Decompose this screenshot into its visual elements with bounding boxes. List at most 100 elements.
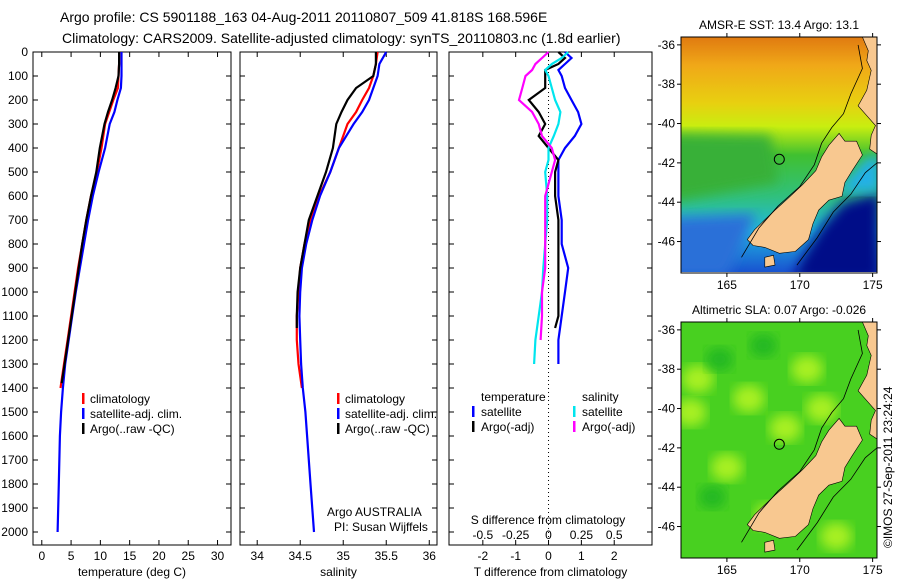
secondary-x-axis-label: S difference from climatology [471, 513, 626, 527]
legend-heading-salinity: salinity [582, 390, 619, 404]
figure-title-line1: Argo profile: CS 5901188_163 04-Aug-2011… [60, 9, 547, 25]
y-tick-label: 200 [8, 93, 28, 107]
legend-label: Argo(-adj) [582, 420, 635, 434]
y-tick-label: 1500 [1, 405, 28, 419]
y-tick-label: 500 [8, 165, 28, 179]
legend-swatch [337, 423, 340, 434]
lon-tick-label: 165 [717, 563, 737, 577]
legend-swatch [82, 408, 85, 419]
y-tick-label: 2000 [1, 525, 28, 539]
x-tick-label: 1 [578, 549, 585, 563]
legend-swatch [573, 421, 576, 432]
sla-high-patch [820, 522, 853, 551]
legend-swatch [337, 408, 340, 419]
x-tick-label: 0 [38, 549, 45, 563]
series-line-argo-raw-qc- [60, 52, 121, 384]
lat-tick-label: -36 [658, 38, 676, 52]
lon-tick-label: 175 [863, 278, 883, 292]
x-tick-label: 2 [611, 549, 618, 563]
lon-tick-label: 170 [790, 563, 810, 577]
x-axis-label: temperature (deg C) [78, 565, 186, 579]
land-south-island [746, 132, 863, 254]
y-tick-label: 1600 [1, 429, 28, 443]
plot-frame [239, 51, 438, 546]
x-tick-label: 30 [211, 549, 225, 563]
legend-swatch [472, 406, 475, 417]
sla-low-patch [749, 333, 778, 358]
argo-position-marker [773, 153, 785, 165]
land-stewart-island [764, 539, 776, 553]
y-tick-label: 400 [8, 141, 28, 155]
legend-label: Argo(-adj) [481, 420, 534, 434]
sla-high-patch [710, 453, 743, 482]
shelf-contour [741, 44, 863, 258]
legend-label: satellite [582, 405, 623, 419]
y-tick-label: 700 [8, 213, 28, 227]
cool-water-patch [836, 154, 877, 193]
institution-label: Argo AUSTRALIA [327, 505, 422, 519]
legend-label: satellite-adj. clim. [345, 407, 437, 421]
shelf-contour [796, 162, 877, 266]
y-tick-label: 1400 [1, 381, 28, 395]
land-north-island [857, 322, 877, 440]
y-tick-label: 300 [8, 117, 28, 131]
y-tick-label: 0 [21, 45, 28, 59]
pi-label: PI: Susan Wijffels [334, 520, 428, 534]
lat-tick-label: -46 [658, 235, 676, 249]
x-tick-label: 0 [545, 549, 552, 563]
lat-tick-label: -38 [658, 77, 676, 91]
secondary-x-tick-label: 0.5 [606, 528, 623, 542]
y-tick-label: 1100 [2, 309, 28, 323]
y-tick-label: 900 [8, 261, 28, 275]
figure-title-line2: Climatology: CARS2009. Satellite-adjuste… [62, 30, 620, 46]
map-frame [680, 321, 878, 559]
x-tick-label: 25 [182, 549, 196, 563]
profile-panel-2: 34 34.5 35 35.5 36 salinity climatologysatelli… [239, 51, 438, 579]
x-tick-label: 34 [251, 549, 265, 563]
y-tick-label: 1300 [1, 357, 28, 371]
series-line-salinity-argo-adj- [517, 51, 557, 341]
plot-frame [32, 51, 232, 546]
sla-high-patch [769, 414, 802, 443]
shelf-contour [796, 447, 877, 551]
sla-low-patch [705, 347, 734, 372]
x-tick-label: -2 [477, 549, 488, 563]
series-line-argo-raw-qc- [295, 52, 377, 328]
x-axis-label: T difference from climatology [474, 565, 628, 579]
y-tick-label: 1700 [1, 453, 28, 467]
secondary-x-tick-label: -0.25 [502, 528, 530, 542]
y-tick-label: 1800 [1, 477, 28, 491]
lon-tick-label: 170 [790, 278, 810, 292]
secondary-x-tick-label: 0.25 [570, 528, 594, 542]
x-tick-label: 36 [423, 549, 437, 563]
legend-label: Argo(..raw -QC) [90, 422, 175, 436]
x-tick-label: 10 [94, 549, 108, 563]
legend-swatch [472, 421, 475, 432]
map-title: AMSR-E SST: 13.4 Argo: 13.1 [699, 18, 859, 32]
legend-swatch [82, 393, 85, 404]
legend-swatch [337, 393, 340, 404]
legend-swatch [573, 406, 576, 417]
series-line-temperature-satellite [557, 51, 583, 364]
x-axis-label: salinity [320, 565, 357, 579]
legend-heading-temperature: temperature [481, 390, 546, 404]
sla-high-patch [732, 384, 765, 413]
x-tick-label: 34.5 [289, 549, 313, 563]
sst-map: AMSR-E SST: 13.4 Argo: 13.1 -36 -38 -40 -42 -… [658, 18, 883, 292]
shelf-contour [741, 329, 863, 543]
x-tick-label: 15 [123, 549, 137, 563]
x-tick-label: -1 [510, 549, 521, 563]
map-field [681, 322, 877, 558]
lat-tick-label: -46 [658, 520, 676, 534]
sla-high-patch [791, 355, 824, 384]
y-tick-label: 1200 [1, 333, 28, 347]
legend-label: Argo(..raw -QC) [345, 422, 430, 436]
lat-tick-label: -40 [658, 117, 676, 131]
secondary-x-tick-label: -0.5 [472, 528, 493, 542]
lat-tick-label: -44 [658, 480, 676, 494]
lat-tick-label: -40 [658, 402, 676, 416]
sla-high-patch [681, 398, 707, 427]
lat-tick-label: -38 [658, 362, 676, 376]
map-field [681, 37, 877, 272]
